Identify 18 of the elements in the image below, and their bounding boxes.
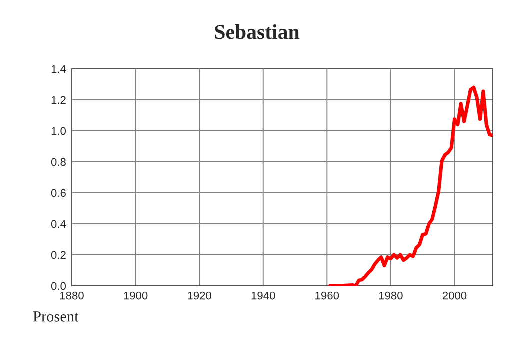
x-tick-label: 1900 [124, 292, 148, 300]
x-tick-label: 1940 [252, 292, 276, 300]
x-tick-label: 1960 [316, 292, 340, 300]
y-tick-label: 0.2 [51, 251, 66, 260]
chart-title: Sebastian [215, 24, 300, 40]
y-tick-label: 1.4 [52, 65, 66, 74]
line-series [328, 86, 493, 286]
y-tick-label: 0.0 [51, 282, 66, 290]
x-tick-label: 1880 [60, 292, 84, 300]
x-tick-label: 2000 [442, 292, 467, 300]
y-tick-label: 0.6 [51, 189, 66, 198]
x-tick-label: 1980 [379, 292, 403, 300]
text: Prosent [33, 312, 79, 322]
y-tick-label: 1.0 [52, 127, 66, 136]
y-tick-label: 0.8 [51, 158, 66, 166]
y-tick-label: 1.2 [52, 96, 66, 104]
x-tick-label: 1920 [188, 292, 212, 300]
y-tick-label: 0.4 [51, 220, 66, 228]
